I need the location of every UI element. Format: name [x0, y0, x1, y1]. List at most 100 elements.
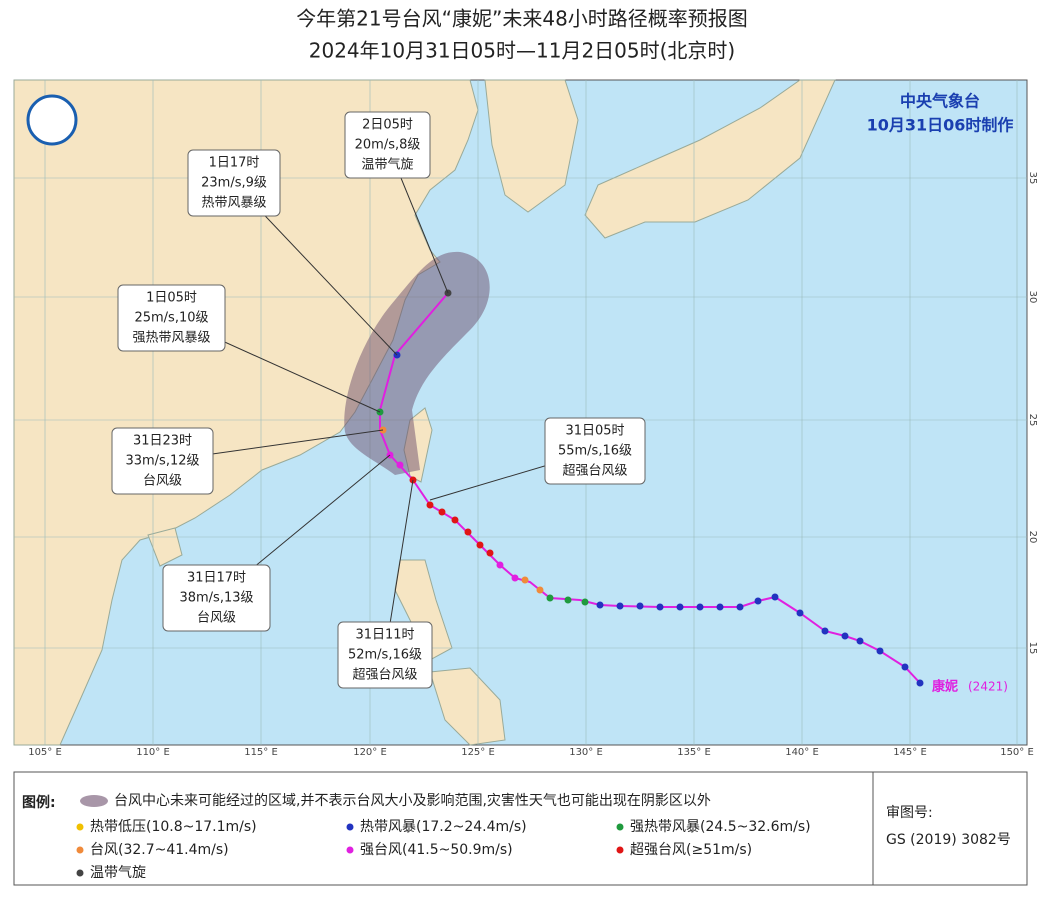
legend-swatch [76, 846, 84, 854]
philippine-islands [429, 667, 506, 746]
longitude-label: 135° E [677, 747, 711, 758]
track-point [521, 576, 529, 584]
track-point [438, 508, 446, 516]
track-point [496, 561, 504, 569]
callout-time: 2日05时 [362, 118, 413, 133]
latitude-label: 30 [1027, 291, 1038, 304]
track-point [476, 541, 484, 549]
logo [26, 94, 78, 146]
review-label: 审图号: [886, 805, 933, 821]
latitude-label: 35 [1027, 172, 1038, 185]
legend-box [13, 771, 1028, 886]
callout-level: 超强台风级 [562, 464, 627, 479]
track-point [396, 461, 404, 469]
callout-level: 热带风暴级 [201, 196, 266, 211]
subtitle: 2024年10月31日05时—11月2日05时(北京时) [309, 39, 735, 63]
callout-wind: 20m/s,8级 [355, 138, 421, 153]
track-point [696, 603, 704, 611]
issued-time: 10月31日06时制作 [867, 116, 1014, 135]
legend-label: 温带气旋 [90, 865, 146, 881]
typhoon-code: (2421) [968, 680, 1008, 694]
track-point [486, 549, 494, 557]
callout-box [337, 621, 433, 689]
japan [584, 79, 836, 239]
callout-time: 1日17时 [209, 156, 260, 171]
luzon [394, 559, 453, 661]
callout-box [111, 427, 214, 495]
callout-box [162, 564, 271, 632]
legend-swatch [76, 869, 84, 877]
legend-label: 热带低压(10.8~17.1m/s) [90, 819, 257, 835]
callout-level: 台风级 [197, 611, 236, 626]
callout-wind: 38m/s,13级 [179, 591, 253, 606]
callout-time: 31日05时 [565, 424, 624, 439]
cone-note: 台风中心未来可能经过的区域,并不表示台风大小及影响范围,灾害性天气也可能出现在阴… [114, 792, 711, 809]
longitude-label: 110° E [136, 747, 170, 758]
longitude-label: 140° E [785, 747, 819, 758]
callout-time: 1日05时 [146, 291, 197, 306]
legend-swatch [76, 823, 84, 831]
callout-wind: 52m/s,16级 [348, 648, 422, 663]
agency-name: 中央气象台 [900, 92, 980, 111]
callout-wind: 33m/s,12级 [125, 454, 199, 469]
callout-box [344, 111, 431, 179]
latitude-label: 20 [1027, 531, 1038, 544]
longitude-label: 115° E [244, 747, 278, 758]
callout-wind: 23m/s,9级 [201, 176, 267, 191]
typhoon-name: 康妮 [932, 679, 958, 695]
longitude-label: 150° E [1000, 747, 1034, 758]
cone-swatch [80, 795, 108, 807]
legend-swatch [346, 846, 354, 854]
track-point [821, 627, 829, 635]
track-point [916, 679, 924, 687]
latitude-label: 15 [1027, 642, 1038, 655]
track-point [596, 601, 604, 609]
track-point [616, 602, 624, 610]
legend: 图例: 台风中心未来可能经过的区域,并不表示台风大小及影响范围,灾害性天气也可能… [13, 771, 1028, 886]
track-point [771, 593, 779, 601]
track-point [716, 603, 724, 611]
forecast-track [379, 292, 449, 481]
legend-label: 超强台风(≥51m/s) [630, 842, 752, 858]
callout-wind: 55m/s,16级 [558, 444, 632, 459]
track-point [546, 594, 554, 602]
legend-label: 强热带风暴(24.5~32.6m/s) [630, 819, 811, 835]
callout-wind: 25m/s,10级 [134, 311, 208, 326]
callout-level: 温带气旋 [361, 157, 413, 173]
legend-label: 热带风暴(17.2~24.4m/s) [360, 819, 527, 835]
callout-box [187, 149, 281, 217]
longitude-label: 130° E [569, 747, 603, 758]
track-point [511, 574, 519, 582]
legend-swatch [346, 823, 354, 831]
longitude-label: 125° E [461, 747, 495, 758]
track-point [581, 598, 589, 606]
callout-time: 31日17时 [187, 571, 246, 586]
legend-label: 台风(32.7~41.4m/s) [90, 842, 229, 858]
track-point [841, 632, 849, 640]
callout-level: 强热带风暴级 [132, 331, 210, 346]
longitude-label: 105° E [28, 747, 62, 758]
track-point [676, 603, 684, 611]
legend-swatch [616, 823, 624, 831]
track-point [426, 501, 434, 509]
track-point [656, 603, 664, 611]
track-point [876, 647, 884, 655]
title: 今年第21号台风“康妮”未来48小时路径概率预报图 [296, 7, 748, 31]
longitude-label: 145° E [893, 747, 927, 758]
callout-level: 台风级 [143, 474, 182, 489]
track-point [636, 602, 644, 610]
legend-label: 强台风(41.5~50.9m/s) [360, 842, 513, 858]
track-point [536, 586, 544, 594]
track-point [464, 528, 472, 536]
review-number: GS (2019) 3082号 [886, 832, 1011, 848]
track-point [564, 596, 572, 604]
longitude-label: 120° E [353, 747, 387, 758]
callout-box [117, 284, 226, 352]
track-point [796, 609, 804, 617]
track-point [901, 663, 909, 671]
korea [484, 79, 579, 213]
callout-box [544, 417, 646, 485]
hainan [147, 527, 183, 567]
